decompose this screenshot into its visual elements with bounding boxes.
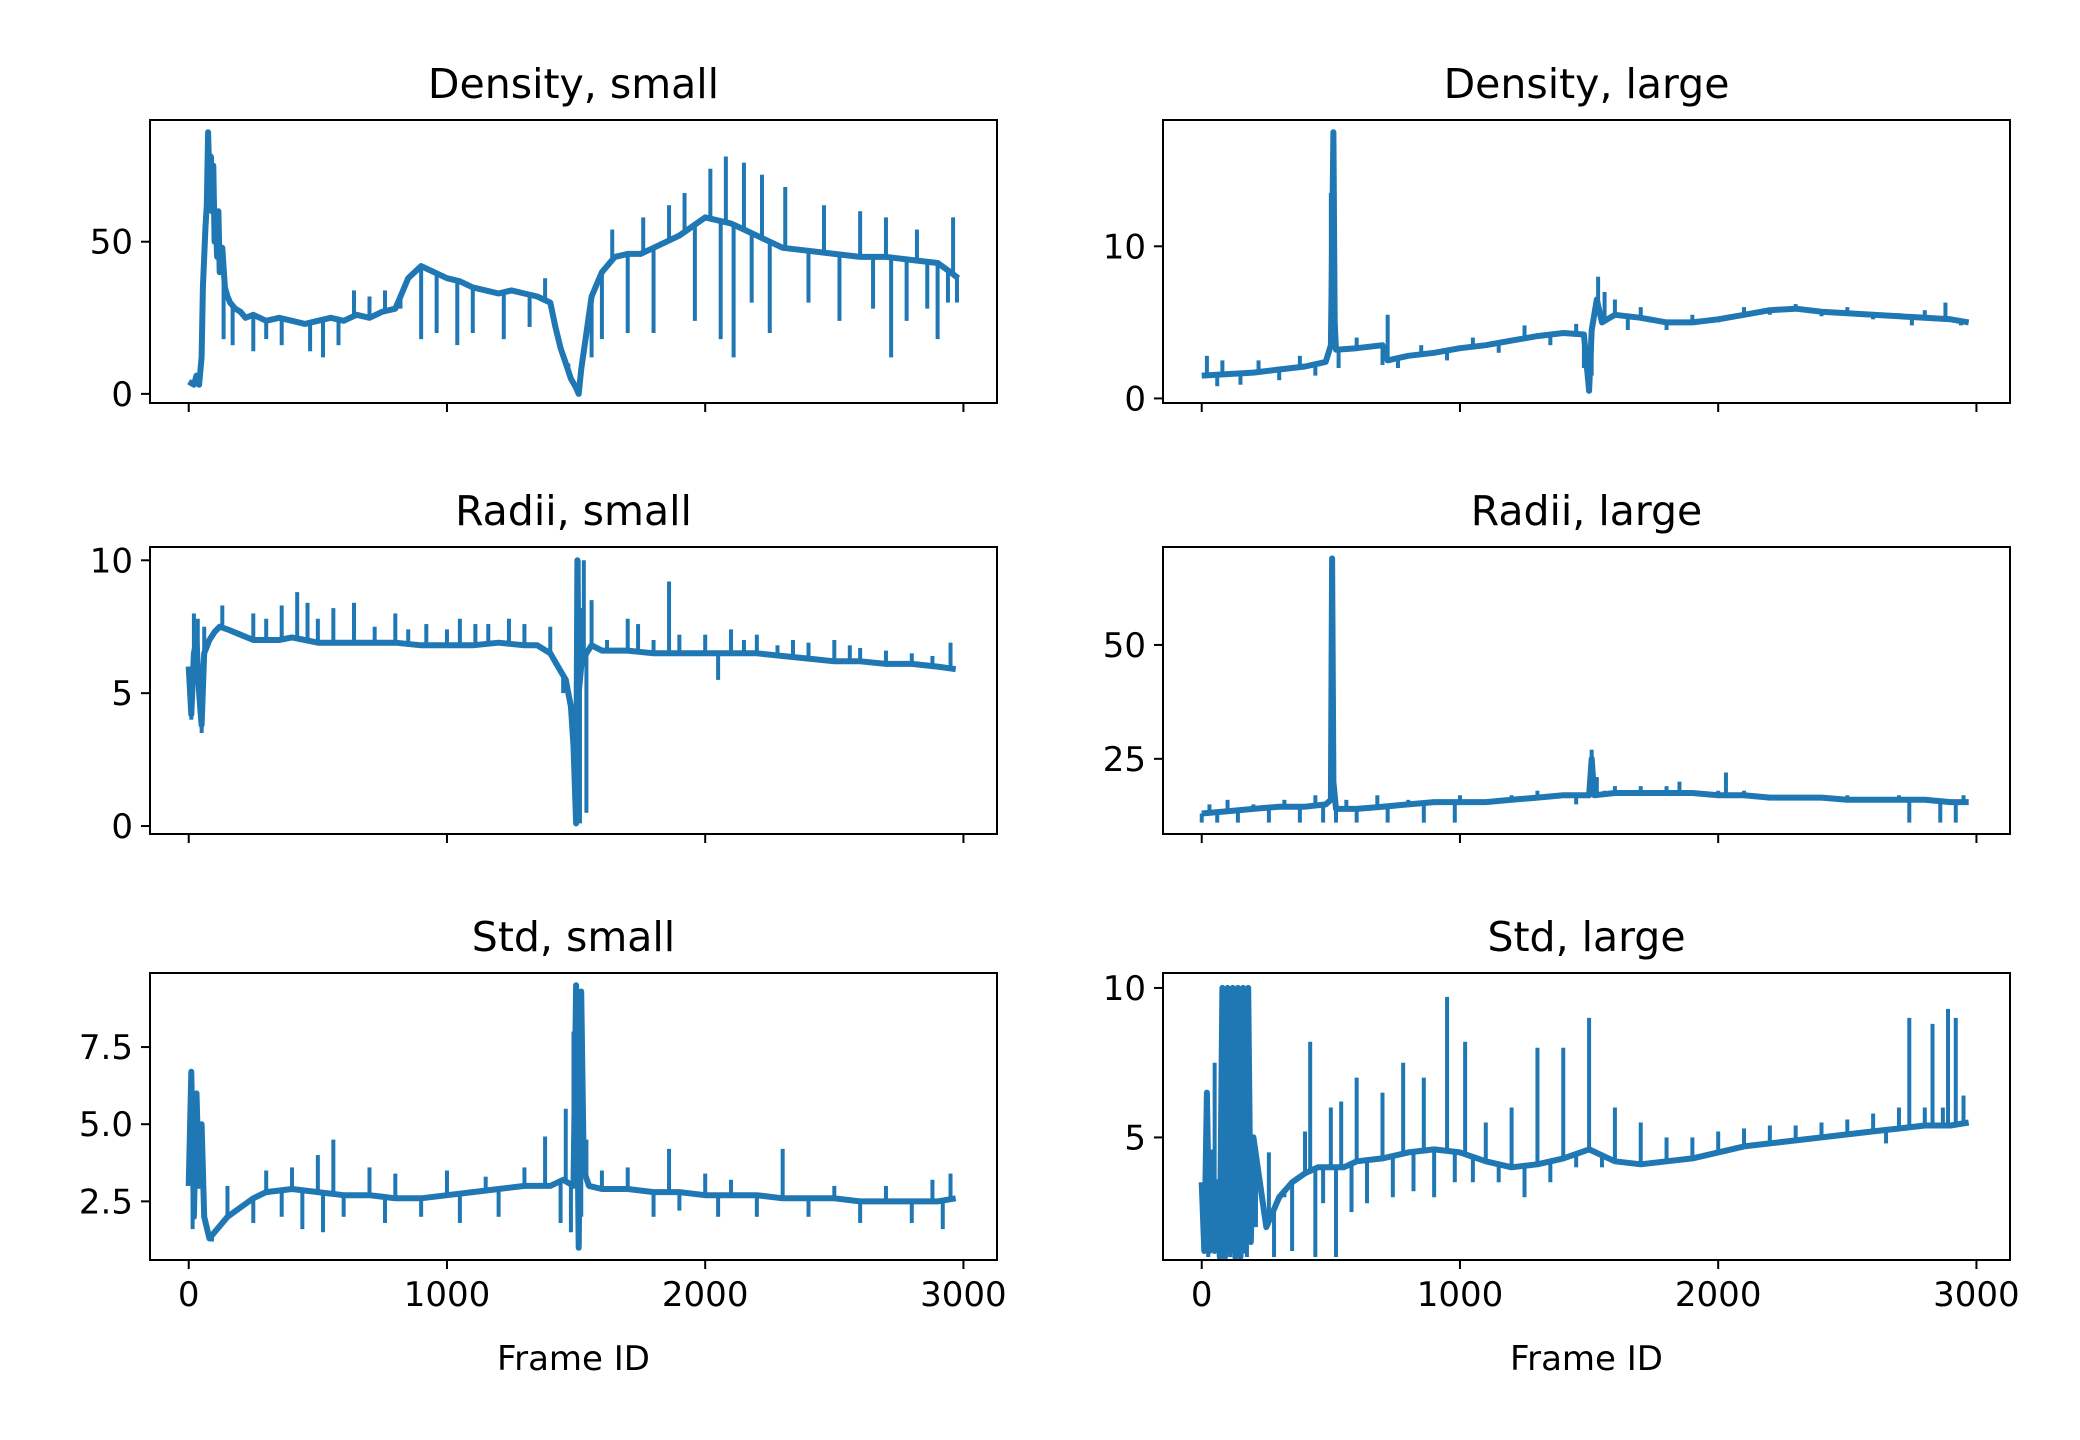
axes-frame [149, 972, 998, 1261]
y-tick-label: 5 [1124, 1118, 1146, 1158]
subplot-title: Density, small [428, 60, 719, 108]
x-axis-label: Frame ID [497, 1339, 650, 1379]
x-tick-label: 3000 [1933, 1275, 2020, 1315]
series-line [1201, 555, 1969, 817]
spike-group [189, 560, 953, 824]
y-tick-label: 25 [1103, 740, 1146, 780]
x-tick-label: 1000 [404, 1275, 491, 1315]
y-tick-label: 5.0 [79, 1105, 133, 1145]
axes-frame [1162, 546, 2011, 835]
y-tick-label: 50 [90, 223, 133, 263]
y-tick-label: 0 [111, 807, 133, 847]
x-tick-label: 3000 [920, 1275, 1007, 1315]
subplot-4: 25 50 Radii, large [1103, 487, 2011, 843]
series-line [185, 557, 957, 827]
subplot-1: 0 50 Density, small [90, 60, 998, 415]
y-tick-label: 10 [1103, 969, 1146, 1009]
y-tick-label: 10 [1103, 227, 1146, 267]
x-tick-label: 0 [178, 1275, 200, 1315]
series-line [1198, 984, 1970, 1260]
x-tick-label: 0 [1191, 1275, 1213, 1315]
y-tick-label: 2.5 [79, 1182, 133, 1222]
y-tick-label: 0 [111, 375, 133, 415]
axes-frame [1162, 119, 2011, 404]
y-tick-label: 10 [90, 541, 133, 581]
x-tick-label: 2000 [662, 1275, 749, 1315]
x-axis-label: Frame ID [1510, 1339, 1663, 1379]
subplot-2: 0 10 Density, large [1103, 60, 2011, 419]
subplot-title: Std, small [472, 913, 675, 961]
series-line [185, 982, 957, 1251]
y-tick-label: 0 [1124, 379, 1146, 419]
y-tick-label: 50 [1103, 626, 1146, 666]
axes-frame [1162, 972, 2011, 1261]
subplot-6: 0 1000 2000 3000 5 10 Std, large Frame ID [1103, 913, 2020, 1379]
spike-group [198, 156, 959, 379]
subplot-title: Std, large [1487, 913, 1685, 961]
axes-frame [149, 119, 998, 404]
axes-frame [149, 546, 998, 835]
subplot-title: Radii, small [455, 487, 692, 535]
y-tick-label: 7.5 [79, 1028, 133, 1068]
subplot-title: Radii, large [1471, 487, 1703, 535]
subplot-5: 0 1000 2000 3000 2.5 5.0 7.5 Std, small Frame ID [79, 913, 1007, 1379]
series-line [187, 129, 961, 397]
subplot-3: 0 5 10 Radii, small [90, 487, 998, 847]
spike-group [1206, 993, 1966, 1258]
x-tick-label: 2000 [1675, 1275, 1762, 1315]
x-tick-label: 1000 [1417, 1275, 1504, 1315]
series-line [1201, 129, 1970, 394]
y-tick-label: 5 [111, 674, 133, 714]
subplot-title: Density, large [1444, 60, 1730, 108]
